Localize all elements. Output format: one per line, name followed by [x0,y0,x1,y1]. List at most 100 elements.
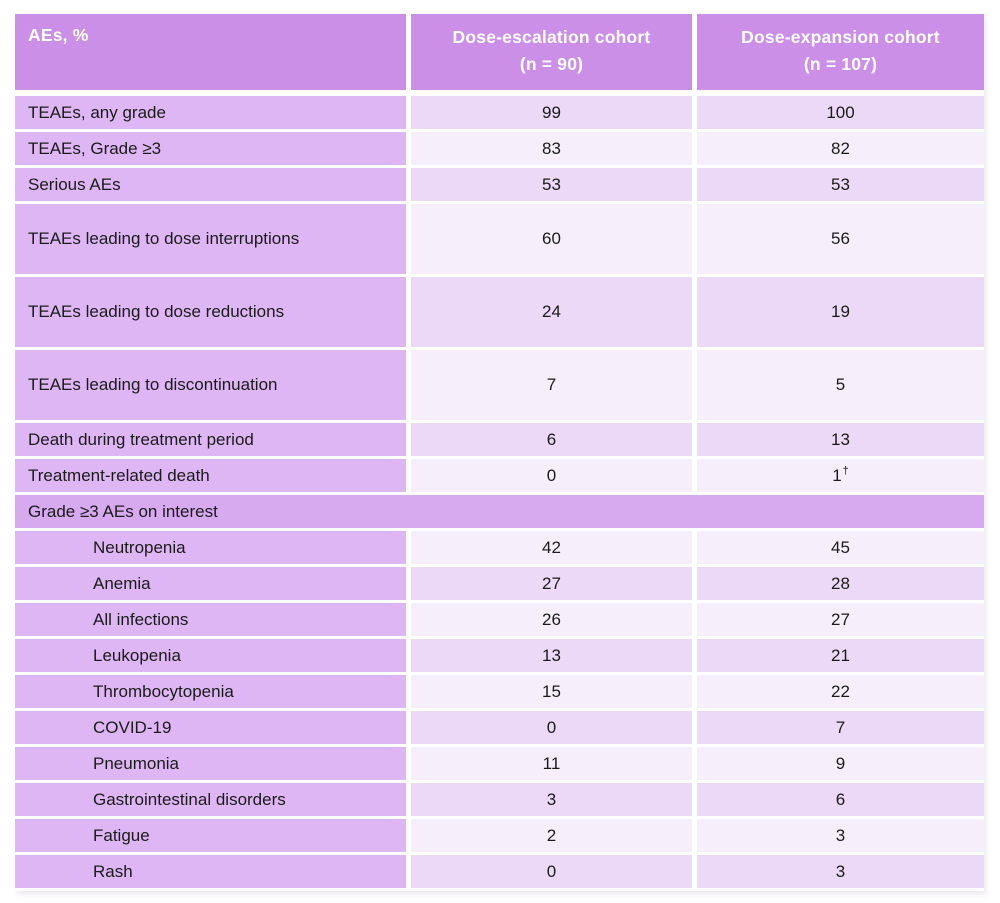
value-text: 9 [835,753,846,773]
value-text: 3 [835,825,846,845]
expansion-value-cell: 7 [697,711,984,744]
section-header-cell: Grade ≥3 AEs on interest [15,495,984,528]
value-text: 0 [546,861,557,881]
row-label-cell: TEAEs, any grade [15,96,406,129]
table-row: Rash 0 3 [15,855,984,888]
value-text: 6 [835,789,846,809]
value-text: 53 [831,174,850,194]
expansion-value-cell: 9 [697,747,984,780]
row-label-cell: Serious AEs [15,168,406,201]
expansion-value-cell: 5 [697,350,984,420]
expansion-value-cell: 1 † [697,459,984,492]
row-label-cell: Anemia [15,567,406,600]
row-label-cell: All infections [15,603,406,636]
header-sublabel-expansion-n: (n = 107) [803,54,878,75]
value-text: 45 [831,537,850,557]
value-text: 19 [831,302,850,321]
escalation-value-cell: 2 [411,819,692,852]
table-row: TEAEs, any grade 99 100 [15,96,984,129]
escalation-value-cell: 13 [411,639,692,672]
header-label-escalation: Dose-escalation cohort [452,27,651,47]
table-row: Treatment-related death 0 1 † [15,459,984,492]
header-label-aes: AEs, % [28,25,89,45]
header-cell-dose-escalation: Dose-escalation cohort (n = 90) [411,14,692,90]
header-label-expansion: Dose-expansion cohort [741,27,940,47]
value-text: 13 [542,645,561,665]
value-text: 26 [542,609,561,629]
row-label-cell: Rash [15,855,406,888]
expansion-value-cell: 22 [697,675,984,708]
value-text: 56 [831,229,850,248]
value-text: 7 [835,717,846,737]
expansion-value-cell: 21 [697,639,984,672]
expansion-value-cell: 6 [697,783,984,816]
table-row: Neutropenia 42 45 [15,531,984,564]
value-text: 27 [831,609,850,629]
escalation-value-cell: 24 [411,277,692,347]
value-text: 1 [832,465,842,485]
table-header-row: AEs, % Dose-escalation cohort (n = 90) D… [15,14,984,90]
table-row: Leukopenia 13 21 [15,639,984,672]
escalation-value-cell: 83 [411,132,692,165]
row-label-cell: COVID-19 [15,711,406,744]
row-label-cell: Neutropenia [15,531,406,564]
escalation-value-cell: 26 [411,603,692,636]
table-row: Anemia 27 28 [15,567,984,600]
value-text: 0 [546,465,557,485]
value-text: 21 [831,645,850,665]
escalation-value-cell: 11 [411,747,692,780]
value-text: 24 [542,302,561,321]
row-label-cell: Thrombocytopenia [15,675,406,708]
table-row: Death during treatment period 6 13 [15,423,984,456]
table-body: TEAEs, any grade 99 100 TEAEs, Grade ≥3 83 82… [15,96,984,888]
value-text: 3 [835,861,846,881]
value-text: 27 [542,573,561,593]
row-label-cell: TEAEs leading to discontinuation [15,350,406,420]
table-row: Thrombocytopenia 15 22 [15,675,984,708]
value-text: 0 [546,717,557,737]
row-label-cell: Treatment-related death [15,459,406,492]
table-row: COVID-19 0 7 [15,711,984,744]
table-row: Gastrointestinal disorders 3 6 [15,783,984,816]
header-sublabel-escalation-n: (n = 90) [519,54,584,75]
row-label-cell: Death during treatment period [15,423,406,456]
row-label-cell: Pneumonia [15,747,406,780]
value-text: 83 [542,138,561,158]
expansion-value-cell: 19 [697,277,984,347]
expansion-value-cell: 100 [697,96,984,129]
row-label-cell: Fatigue [15,819,406,852]
table-row: Serious AEs 53 53 [15,168,984,201]
escalation-value-cell: 0 [411,459,692,492]
value-text: 13 [831,429,850,449]
dagger-footnote-marker: † [842,465,849,477]
expansion-value-cell: 56 [697,204,984,274]
expansion-value-cell: 27 [697,603,984,636]
escalation-value-cell: 60 [411,204,692,274]
escalation-value-cell: 99 [411,96,692,129]
escalation-value-cell: 0 [411,855,692,888]
value-text: 2 [546,825,557,845]
header-cell-aes-percent: AEs, % [15,14,406,90]
value-text: 11 [542,753,561,773]
expansion-value-cell: 82 [697,132,984,165]
value-text: 53 [542,174,561,194]
value-text: 6 [546,429,557,449]
table-row: Fatigue 2 3 [15,819,984,852]
escalation-value-cell: 27 [411,567,692,600]
row-label-cell: Gastrointestinal disorders [15,783,406,816]
value-text: 60 [542,229,561,248]
value-text: 7 [546,375,557,394]
table-row: All infections 26 27 [15,603,984,636]
expansion-value-cell: 3 [697,819,984,852]
value-text: 100 [826,102,855,122]
value-text: 99 [542,102,561,122]
table-row: TEAEs leading to dose reductions 24 19 [15,277,984,347]
table-row: TEAEs leading to discontinuation 7 5 [15,350,984,420]
expansion-value-cell: 3 [697,855,984,888]
expansion-value-cell: 28 [697,567,984,600]
adverse-events-table: AEs, % Dose-escalation cohort (n = 90) D… [15,14,984,891]
row-label-cell: TEAEs, Grade ≥3 [15,132,406,165]
section-header-row: Grade ≥3 AEs on interest [15,495,984,528]
expansion-value-cell: 13 [697,423,984,456]
value-text: 5 [835,375,846,394]
